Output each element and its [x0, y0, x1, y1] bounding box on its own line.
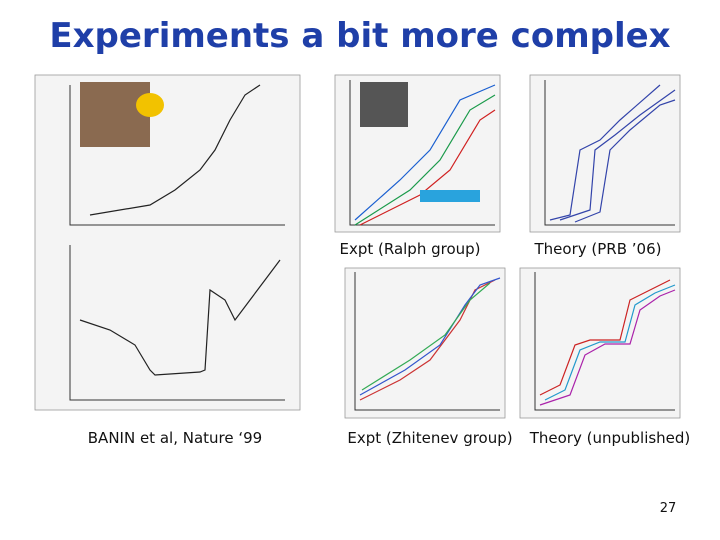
caption: Expt (Zhitenev group) [347, 429, 512, 447]
figure-theory-prb [529, 74, 681, 233]
slide-title: Experiments a bit more complex [49, 16, 670, 56]
figure-banin [34, 74, 301, 411]
figure-ralph [334, 74, 501, 233]
figure-theory-unpublished [519, 267, 681, 419]
caption: Theory (unpublished) [529, 429, 691, 447]
caption: Expt (Ralph group) [339, 240, 480, 258]
caption: Theory (PRB ’06) [534, 240, 662, 258]
page-number: 27 [660, 501, 677, 516]
figure-zhitenev [344, 267, 506, 419]
caption: BANIN et al, Nature ‘99 [88, 429, 262, 447]
